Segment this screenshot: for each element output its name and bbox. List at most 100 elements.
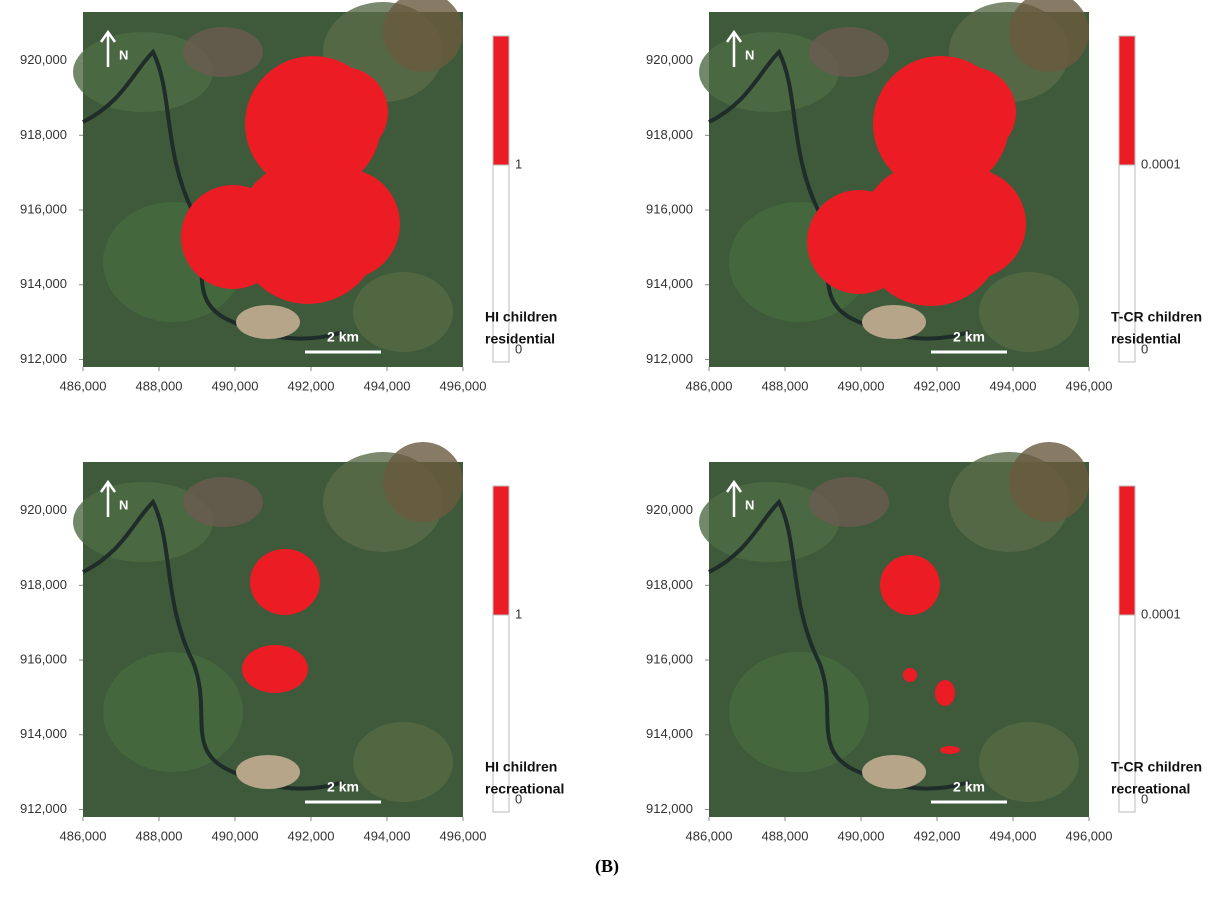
- north-label: N: [745, 47, 754, 62]
- north-label: N: [119, 497, 128, 512]
- x-tick-label: 492,000: [914, 828, 961, 843]
- lake: [236, 755, 300, 789]
- terrain-patch: [183, 477, 263, 527]
- x-tick-label: 494,000: [990, 378, 1037, 393]
- x-tick-label: 496,000: [440, 378, 487, 393]
- risk-area: [926, 67, 1016, 157]
- legend-title: residential: [485, 331, 555, 347]
- y-tick-label: 912,000: [646, 351, 693, 366]
- x-tick-label: 486,000: [686, 378, 733, 393]
- terrain-patch: [729, 652, 869, 772]
- map-panel: N 2 km: [73, 0, 463, 367]
- terrain-patch: [809, 27, 889, 77]
- risk-area: [903, 668, 917, 682]
- legend-title: recreational: [485, 781, 564, 797]
- scale-bar-label: 2 km: [327, 329, 359, 345]
- y-tick-label: 920,000: [20, 502, 67, 517]
- legend-title: T-CR children: [1111, 759, 1202, 775]
- x-tick-label: 488,000: [136, 828, 183, 843]
- risk-area: [298, 67, 388, 157]
- risk-area: [880, 555, 940, 615]
- terrain-patch: [1009, 442, 1089, 522]
- x-tick-label: 494,000: [364, 828, 411, 843]
- y-tick-label: 914,000: [646, 726, 693, 741]
- legend-title: residential: [1111, 331, 1181, 347]
- risk-area: [935, 680, 955, 706]
- x-tick-label: 488,000: [762, 828, 809, 843]
- risk-area: [250, 549, 320, 615]
- map-panel: N 2 km: [73, 442, 463, 817]
- x-tick-label: 490,000: [838, 828, 885, 843]
- y-tick-label: 920,000: [646, 52, 693, 67]
- x-tick-label: 490,000: [838, 378, 885, 393]
- y-tick-label: 914,000: [646, 276, 693, 291]
- north-label: N: [119, 47, 128, 62]
- y-tick-label: 912,000: [20, 801, 67, 816]
- y-tick-label: 916,000: [646, 201, 693, 216]
- terrain-patch: [353, 272, 453, 352]
- y-tick-label: 918,000: [20, 127, 67, 142]
- legend-title: recreational: [1111, 781, 1190, 797]
- x-tick-label: 486,000: [60, 378, 107, 393]
- legend-high: [1119, 36, 1135, 165]
- y-tick-label: 914,000: [20, 276, 67, 291]
- x-tick-label: 490,000: [212, 828, 259, 843]
- legend-threshold-label: 1: [515, 156, 522, 171]
- terrain-patch: [979, 272, 1079, 352]
- x-tick-label: 492,000: [914, 378, 961, 393]
- terrain-patch: [383, 442, 463, 522]
- y-tick-label: 920,000: [646, 502, 693, 517]
- y-tick-label: 916,000: [20, 651, 67, 666]
- lake: [236, 305, 300, 339]
- y-tick-label: 916,000: [646, 651, 693, 666]
- x-tick-label: 492,000: [288, 828, 335, 843]
- north-label: N: [745, 497, 754, 512]
- x-tick-label: 486,000: [686, 828, 733, 843]
- risk-area: [916, 169, 1026, 279]
- y-tick-label: 912,000: [646, 801, 693, 816]
- y-tick-label: 916,000: [20, 201, 67, 216]
- legend-threshold-label: 0.0001: [1141, 606, 1181, 621]
- terrain-patch: [103, 652, 243, 772]
- map-panel: N 2 km: [699, 0, 1089, 367]
- x-tick-label: 496,000: [1066, 828, 1113, 843]
- legend-threshold-label: 0.0001: [1141, 156, 1181, 171]
- terrain-patch: [183, 27, 263, 77]
- x-tick-label: 488,000: [136, 378, 183, 393]
- scale-bar-label: 2 km: [327, 779, 359, 795]
- legend-high: [1119, 486, 1135, 615]
- legend-threshold-label: 1: [515, 606, 522, 621]
- y-tick-label: 912,000: [20, 351, 67, 366]
- legend-title: HI children: [485, 759, 557, 775]
- risk-area: [290, 169, 400, 279]
- x-tick-label: 494,000: [990, 828, 1037, 843]
- y-tick-label: 914,000: [20, 726, 67, 741]
- legend-high: [493, 36, 509, 165]
- risk-area: [940, 746, 960, 754]
- scale-bar-label: 2 km: [953, 779, 985, 795]
- lake: [862, 305, 926, 339]
- x-tick-label: 490,000: [212, 378, 259, 393]
- x-tick-label: 486,000: [60, 828, 107, 843]
- lake: [862, 755, 926, 789]
- legend-title: HI children: [485, 309, 557, 325]
- x-tick-label: 492,000: [288, 378, 335, 393]
- caption: (B): [595, 856, 619, 877]
- figure: (B) N 2 km 486,000 488,000 490,000 492,000 494…: [0, 0, 1215, 909]
- x-tick-label: 496,000: [1066, 378, 1113, 393]
- legend-high: [493, 486, 509, 615]
- y-tick-label: 918,000: [646, 127, 693, 142]
- x-tick-label: 496,000: [440, 828, 487, 843]
- terrain-patch: [979, 722, 1079, 802]
- map-panel: N 2 km: [699, 442, 1089, 817]
- scale-bar-label: 2 km: [953, 329, 985, 345]
- x-tick-label: 494,000: [364, 378, 411, 393]
- terrain-patch: [809, 477, 889, 527]
- y-tick-label: 918,000: [646, 577, 693, 592]
- risk-area: [242, 645, 308, 693]
- y-tick-label: 920,000: [20, 52, 67, 67]
- y-tick-label: 918,000: [20, 577, 67, 592]
- x-tick-label: 488,000: [762, 378, 809, 393]
- terrain-patch: [353, 722, 453, 802]
- legend-title: T-CR children: [1111, 309, 1202, 325]
